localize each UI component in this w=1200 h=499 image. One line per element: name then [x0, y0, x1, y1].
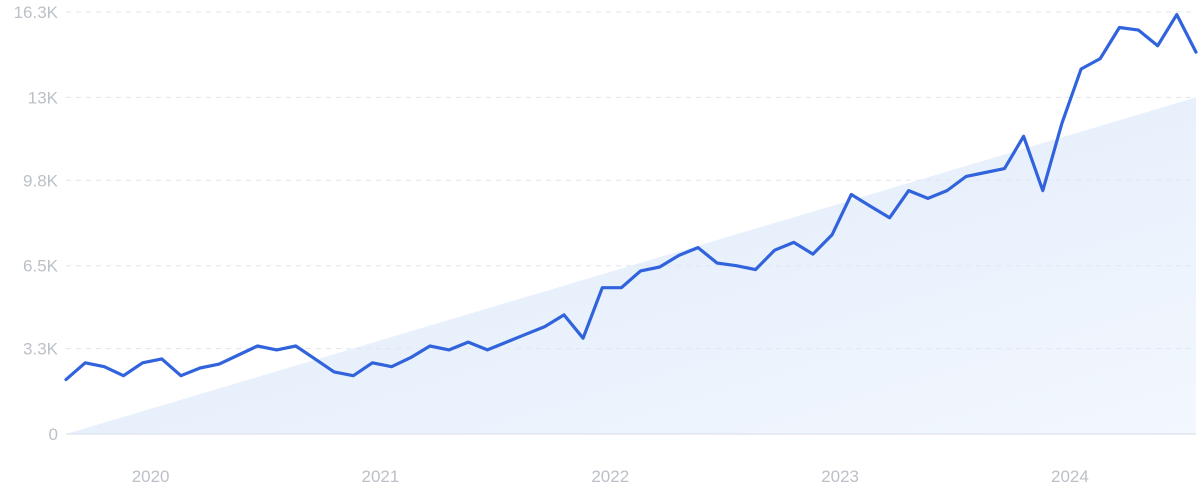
y-tick-label: 6.5K — [23, 257, 59, 276]
x-tick-label: 2023 — [821, 467, 859, 486]
series-line — [64, 13, 1198, 382]
y-tick-label: 3.3K — [23, 340, 59, 359]
x-tick-label: 2024 — [1051, 467, 1089, 486]
y-tick-label: 9.8K — [23, 171, 59, 190]
tick-label-layer: 0 3.3K 6.5K 9.8K 13K 16.3K 2020 2021 2022 2023 202… — [14, 3, 1089, 486]
x-tick-label: 2020 — [132, 467, 170, 486]
trend-area — [66, 97, 1196, 435]
series-layer — [64, 13, 1198, 382]
y-tick-label: 16.3K — [14, 3, 59, 22]
y-tick-label: 13K — [28, 88, 59, 107]
trend-area-layer — [66, 97, 1196, 435]
x-tick-label: 2021 — [362, 467, 400, 486]
x-tick-label: 2022 — [591, 467, 629, 486]
y-tick-label: 0 — [49, 425, 58, 444]
